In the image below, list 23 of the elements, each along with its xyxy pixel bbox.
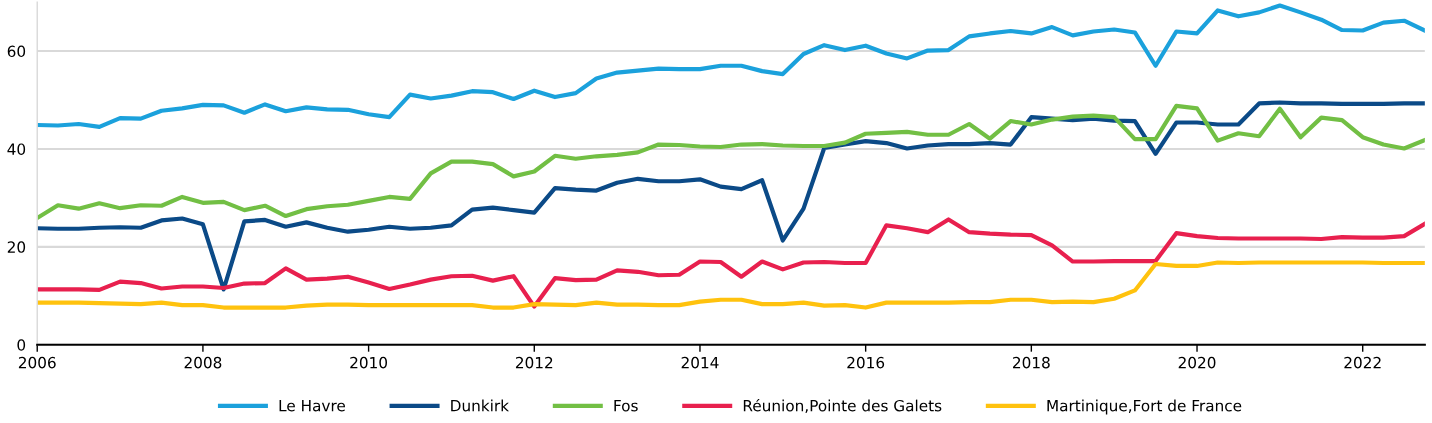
line-series [37, 217, 1425, 309]
line-series [37, 260, 1425, 310]
x-tick-label: 2010 [350, 356, 388, 369]
x-tick-label: 2012 [515, 356, 553, 369]
y-tick-label: 0 [17, 339, 26, 351]
legend-label: Réunion,Pointe des Galets [743, 399, 942, 413]
legend-label: Martinique,Fort de France [1047, 399, 1242, 415]
x-tick-label: 2014 [681, 356, 719, 369]
line-series [37, 103, 1425, 221]
x-tick-label: 2018 [1013, 356, 1050, 369]
x-tick-label: 2016 [847, 356, 885, 369]
legend-label: Fos [614, 400, 638, 412]
legend-label: Dunkirk [451, 399, 510, 412]
line-series [37, 3, 1425, 130]
x-tick-label: 2022 [1344, 356, 1381, 369]
y-tick-label: 40 [7, 143, 26, 155]
y-tick-label: 60 [7, 45, 26, 58]
x-tick-label: 2020 [1178, 356, 1216, 369]
x-tick-label: 2008 [184, 356, 222, 369]
line-series [37, 100, 1425, 292]
legend-label: Le Havre [279, 400, 345, 412]
x-tick-label: 2006 [18, 356, 56, 369]
y-tick-label: 20 [7, 241, 26, 253]
